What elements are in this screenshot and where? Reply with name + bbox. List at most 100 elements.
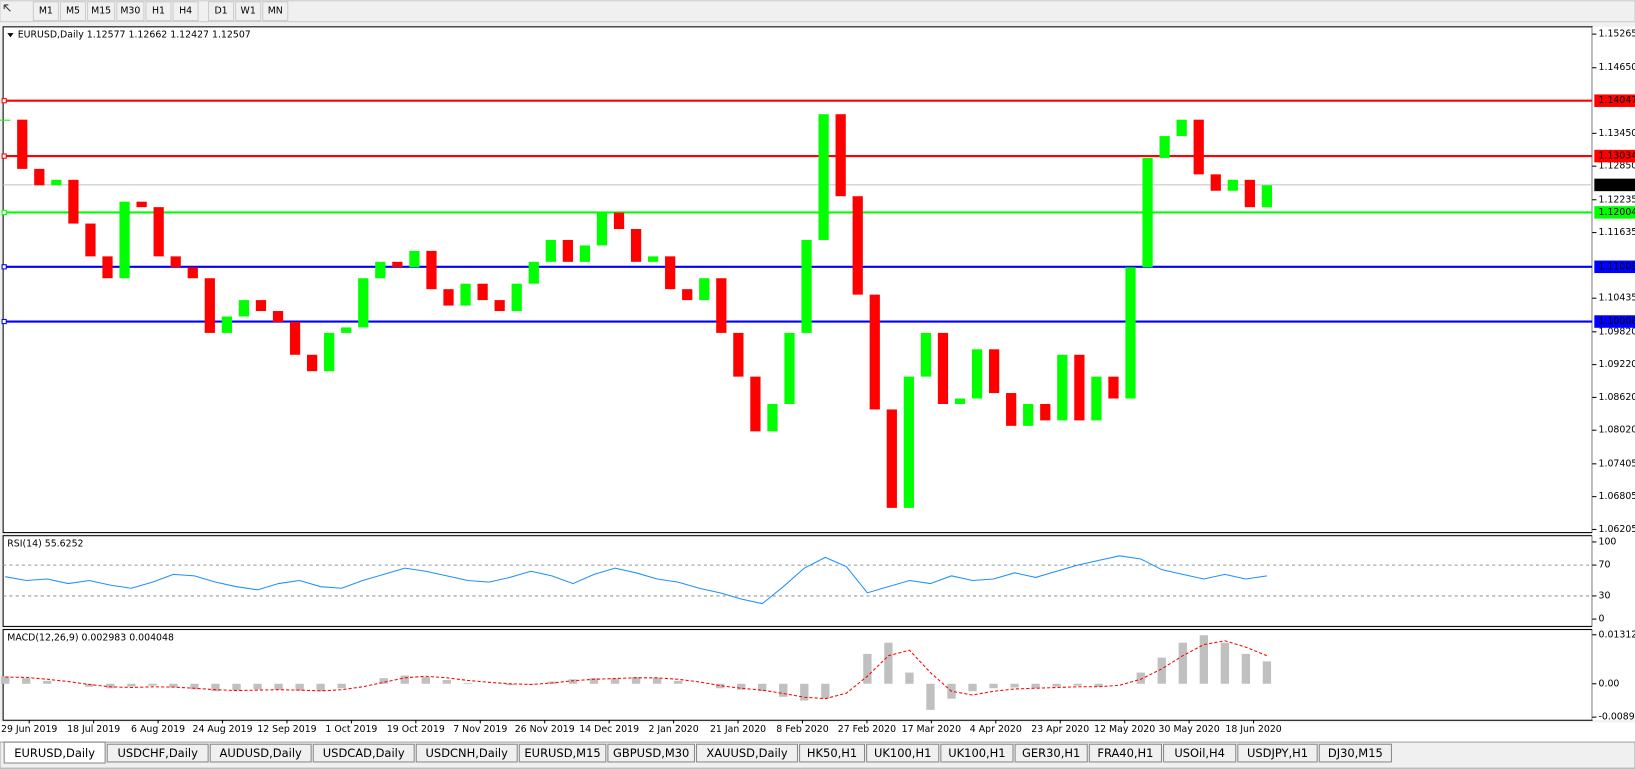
tab[interactable] [3,741,106,764]
candle [648,256,659,262]
candle [511,283,522,312]
candle [1227,179,1238,191]
y-tick-label: 1.11635 [1599,227,1635,238]
tab[interactable] [1237,743,1318,763]
cursor-tool[interactable] [3,4,11,12]
candle [102,256,113,279]
level-box [1594,94,1635,107]
tab[interactable] [1088,743,1163,763]
candle [989,349,1000,394]
tab-label[interactable]: USDCNH,Daily [426,746,509,760]
tab[interactable] [866,743,940,763]
candle [1074,354,1085,421]
y-tick-label: 1.08620 [1599,392,1635,403]
candle [818,114,829,240]
candle [801,239,812,333]
candle [528,261,539,284]
tab-label[interactable]: USDJPY,H1 [1247,746,1308,760]
timeframe-button[interactable] [208,1,235,22]
tab[interactable] [209,743,312,763]
tab-label[interactable]: DJ30,M15 [1328,746,1383,760]
tab[interactable] [312,743,415,763]
timeframe-button[interactable] [87,1,116,22]
timeframe-label[interactable]: D1 [214,6,227,17]
y-tick-label: 100 [1599,536,1617,547]
level-handle[interactable] [1,98,7,104]
x-tick-label: 14 Dec 2019 [579,724,639,735]
timeframe-label[interactable]: MN [268,6,283,17]
current-price-label: 1.12507 [1599,179,1635,190]
tab-label[interactable]: USOil,H4 [1174,746,1225,760]
tab-label[interactable]: AUDUSD,Daily [220,746,302,760]
tab[interactable] [607,743,695,763]
candle [85,223,96,257]
tab-label[interactable]: GER30,H1 [1022,746,1080,760]
tab-label[interactable]: EURUSD,Daily [14,746,95,760]
candle [255,300,267,312]
level-handle[interactable] [1,264,7,270]
x-tick-label: 18 Jun 2020 [1225,724,1281,735]
tab-label[interactable]: EURUSD,M15 [524,746,600,760]
timeframe-label[interactable]: M1 [39,6,53,17]
tab[interactable] [696,743,799,763]
tab-label[interactable]: USDCHF,Daily [117,746,198,760]
tab-label[interactable]: XAUUSD,Daily [706,746,787,760]
tab[interactable] [415,743,518,763]
tab-label[interactable]: HK50,H1 [807,746,857,760]
candle [545,239,556,262]
y-tick-label: 1.06805 [1599,491,1635,502]
candle [272,311,284,322]
x-tick-label: 29 Jun 2019 [1,724,57,735]
signal-line [5,640,1268,700]
y-tick-label: 70 [1599,560,1611,571]
panel-title: EURUSD,Daily 1.12577 1.12662 1.12427 1.1… [18,30,251,41]
tab[interactable] [518,743,607,763]
current-price-box [1594,178,1635,192]
candle [1193,119,1204,175]
y-tick-label: 1.13450 [1599,128,1635,139]
tab[interactable] [1014,743,1088,763]
tab[interactable] [799,743,866,763]
tab[interactable] [106,743,209,763]
date-axis [0,722,1635,742]
timeframe-label[interactable]: H1 [152,6,165,17]
candle [1006,393,1017,426]
y-tick-label: 1.14650 [1599,62,1635,73]
timeframe-button[interactable] [32,1,59,22]
candle [852,196,863,295]
candle [1176,119,1187,137]
timeframe-button[interactable] [235,1,262,22]
candle [477,283,488,301]
tab[interactable] [1163,743,1237,763]
timeframe-label[interactable]: W1 [241,6,256,17]
level-handle[interactable] [1,209,7,216]
tab-label[interactable]: UK100,H1 [874,746,931,760]
tab[interactable] [940,743,1014,763]
timeframe-button[interactable] [172,1,199,22]
candle [1210,174,1221,191]
tab-label[interactable]: FRA40,H1 [1097,746,1153,760]
candle [630,229,642,262]
timeframe-label[interactable]: M5 [66,6,80,17]
level-handle[interactable] [1,153,7,159]
tab-label[interactable]: USDCAD,Daily [323,746,405,760]
tab[interactable] [1318,743,1392,763]
candle [954,398,966,404]
tab-label[interactable]: UK100,H1 [948,746,1005,760]
level-box [1594,315,1635,328]
candle [119,201,130,279]
timeframe-button[interactable] [116,1,145,22]
tab-label[interactable]: GBPUSD,M30 [613,746,689,760]
timeframe-label[interactable]: M30 [120,6,140,17]
candle [306,354,318,372]
timeframe-button[interactable] [262,1,289,22]
candle [665,256,676,290]
timeframe-button[interactable] [145,1,172,22]
level-handle[interactable] [1,318,7,325]
timeframe-button[interactable] [59,1,87,22]
candle [613,212,625,230]
timeframe-label[interactable]: M15 [91,6,111,17]
candle [869,294,880,410]
timeframe-label[interactable]: H4 [179,6,192,17]
x-tick-label: 26 Nov 2019 [515,724,575,735]
